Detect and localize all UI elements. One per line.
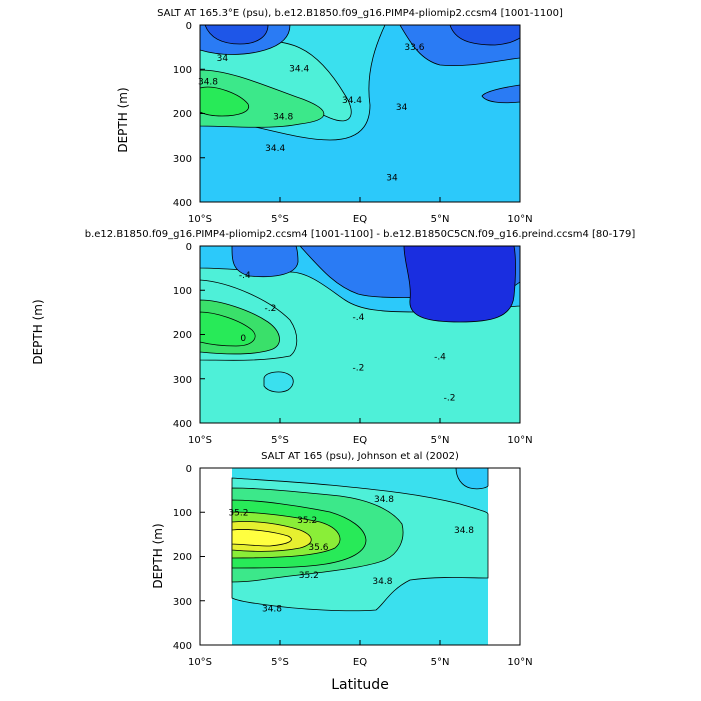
y-tick-label: 100 bbox=[173, 286, 192, 297]
panel-3-x-tick-labels: 10°S 5°S EQ 5°N 10°N bbox=[188, 657, 533, 668]
panel-1-contour-label: 34 bbox=[386, 174, 398, 184]
x-tick-label: 5°S bbox=[271, 657, 289, 668]
panel-1-fill-max bbox=[199, 86, 250, 117]
x-tick-label: 10°N bbox=[507, 435, 532, 446]
panel-2-contour-label: -.4 bbox=[239, 271, 251, 281]
panel-2-contour-label: -.2 bbox=[264, 304, 276, 314]
panel-3-fill-top-cyan bbox=[455, 467, 489, 490]
panel-1-contour-label: 34.4 bbox=[265, 144, 285, 154]
panel-2-title: b.e12.B1850.f09_g16.PIMP4-pliomip2.ccsm4… bbox=[85, 229, 636, 240]
y-tick-label: 200 bbox=[173, 552, 192, 563]
panel-1-contour-label: 34.4 bbox=[342, 96, 362, 106]
y-tick-label: 0 bbox=[186, 242, 192, 253]
panel-1: SALT AT 165.3°E (psu), b.e12.B1850.f09_g… bbox=[116, 8, 563, 225]
x-tick-label: 5°S bbox=[271, 435, 289, 446]
panel-3-contour-labels: 35.2 35.2 35.6 35.2 34.8 34.8 34.8 34.8 bbox=[228, 495, 474, 615]
panel-1-contour-label: 34.8 bbox=[198, 78, 218, 88]
y-tick-label: 400 bbox=[173, 419, 192, 430]
x-tick-label: 10°S bbox=[188, 214, 212, 225]
panel-3-contour-label: 34.8 bbox=[454, 526, 474, 536]
y-tick-label: 0 bbox=[186, 464, 192, 475]
panel-2-fill-blob bbox=[263, 371, 294, 393]
panel-2-y-tick-labels: 0 100 200 300 400 bbox=[173, 242, 192, 430]
y-tick-label: 300 bbox=[173, 375, 192, 386]
panel-1-fill-east-tongue bbox=[481, 84, 521, 104]
panel-3-fills bbox=[231, 467, 489, 645]
panel-2-fill-nw-blue bbox=[231, 245, 299, 278]
y-tick-label: 0 bbox=[186, 21, 192, 32]
x-tick-label: 10°N bbox=[507, 214, 532, 225]
panel-3-contour-label: 34.8 bbox=[374, 495, 394, 505]
panel-2-fill-core bbox=[199, 311, 256, 347]
panel-1-fill-nw-core bbox=[204, 24, 269, 45]
panel-3-contour-label: 35.2 bbox=[297, 516, 317, 526]
x-tick-label: 10°N bbox=[507, 657, 532, 668]
panel-1-contour-label: 34 bbox=[396, 103, 408, 113]
panel-2-contour-label: -.2 bbox=[352, 364, 364, 374]
panel-1-fills bbox=[199, 24, 521, 203]
y-tick-label: 100 bbox=[173, 65, 192, 76]
panel-2: b.e12.B1850.f09_g16.PIMP4-pliomip2.ccsm4… bbox=[31, 229, 635, 446]
panel-2-x-tick-labels: 10°S 5°S EQ 5°N 10°N bbox=[188, 435, 533, 446]
panel-3-contour-label: 34.8 bbox=[262, 605, 282, 615]
panel-3: SALT AT 165 (psu), Johnson et al (2002) … bbox=[151, 451, 533, 693]
panel-2-contour-label: -.4 bbox=[352, 313, 364, 323]
panel-2-fills bbox=[199, 245, 521, 424]
y-tick-label: 300 bbox=[173, 154, 192, 165]
panel-1-ticks bbox=[199, 24, 521, 203]
panel-1-contour-labels: 34 34.4 34.8 34.8 34.4 34.4 34 34 33.6 bbox=[198, 43, 425, 184]
x-tick-label: 10°S bbox=[188, 435, 212, 446]
x-tick-label: EQ bbox=[353, 214, 367, 225]
x-tick-label: 5°N bbox=[431, 657, 450, 668]
panel-2-contour-label: -.4 bbox=[434, 353, 446, 363]
panel-1-contour-label: 34.4 bbox=[289, 64, 309, 74]
panel-3-y-label: DEPTH (m) bbox=[151, 523, 165, 588]
x-tick-label: EQ bbox=[353, 657, 367, 668]
panel-3-title: SALT AT 165 (psu), Johnson et al (2002) bbox=[261, 451, 459, 462]
panel-3-contour-label: 34.8 bbox=[372, 577, 392, 587]
x-tick-label: 10°S bbox=[188, 657, 212, 668]
panel-1-contour-label: 34 bbox=[217, 54, 229, 64]
x-tick-label: EQ bbox=[353, 435, 367, 446]
panel-1-fill-ne-deep bbox=[449, 24, 521, 46]
x-tick-label: 5°N bbox=[431, 214, 450, 225]
y-tick-label: 300 bbox=[173, 597, 192, 608]
y-tick-label: 200 bbox=[173, 330, 192, 341]
panel-1-contour-label: 34.8 bbox=[273, 113, 293, 123]
panel-2-contour-label: 0 bbox=[240, 334, 246, 344]
y-tick-label: 400 bbox=[173, 198, 192, 209]
panel-2-y-label: DEPTH (m) bbox=[31, 299, 45, 364]
panel-2-fill-deep bbox=[403, 245, 516, 323]
panel-3-contour-label: 35.6 bbox=[308, 543, 328, 553]
panel-3-ticks bbox=[199, 467, 521, 646]
panel-3-x-label: Latitude bbox=[331, 677, 389, 693]
panel-1-y-label: DEPTH (m) bbox=[116, 87, 130, 152]
panel-1-x-tick-labels: 10°S 5°S EQ 5°N 10°N bbox=[188, 214, 533, 225]
panel-1-title: SALT AT 165.3°E (psu), b.e12.B1850.f09_g… bbox=[157, 8, 563, 19]
x-tick-label: 5°N bbox=[431, 435, 450, 446]
panel-1-contour-label: 33.6 bbox=[404, 43, 424, 53]
panel-2-contour-labels: -.4 -.2 0 -.4 -.2 -.4 -.2 bbox=[239, 271, 456, 404]
x-tick-label: 5°S bbox=[271, 214, 289, 225]
panel-1-y-tick-labels: 0 100 200 300 400 bbox=[173, 21, 192, 209]
y-tick-label: 100 bbox=[173, 508, 192, 519]
panel-3-contour-label: 35.2 bbox=[228, 508, 248, 518]
panel-3-fill-core bbox=[231, 529, 292, 547]
panel-3-contour-label: 35.2 bbox=[299, 571, 319, 581]
y-tick-label: 400 bbox=[173, 641, 192, 652]
panel-3-y-tick-labels: 0 100 200 300 400 bbox=[173, 464, 192, 652]
y-tick-label: 200 bbox=[173, 109, 192, 120]
panel-2-ticks bbox=[199, 245, 521, 424]
panel-2-contour-label: -.2 bbox=[444, 393, 456, 403]
